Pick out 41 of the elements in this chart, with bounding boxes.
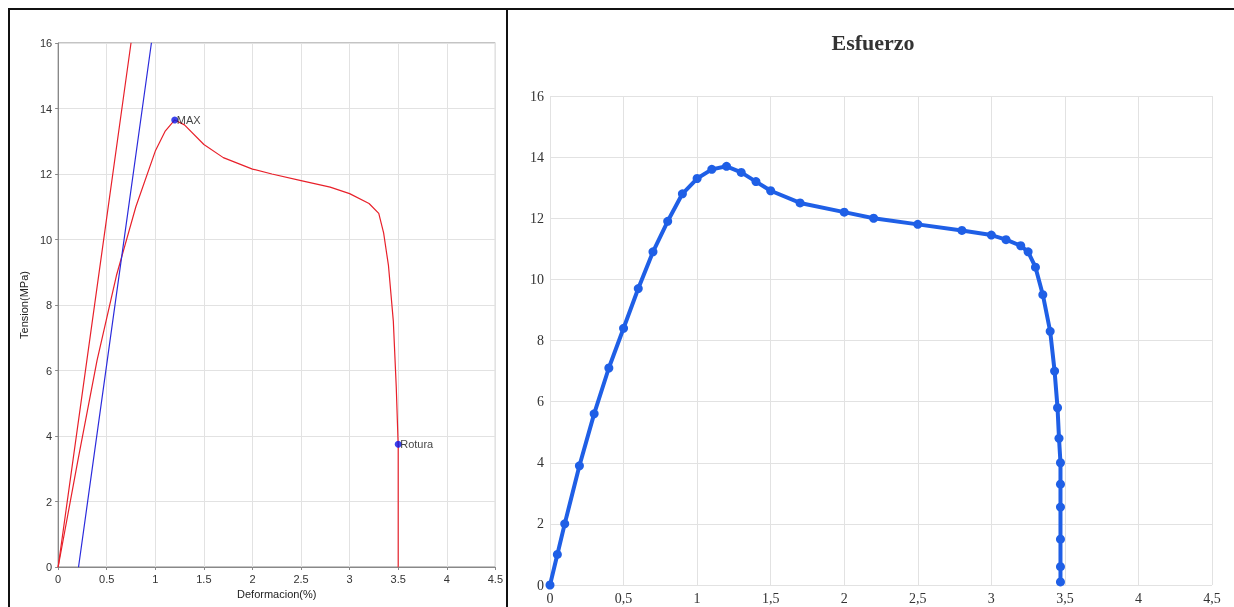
x-tick-label: 4.5 — [487, 572, 503, 585]
y-axis-title: Tension(MPa) — [17, 271, 30, 339]
y-tick-label: 16 — [530, 88, 544, 104]
y-tick-label: 2 — [537, 516, 544, 532]
x-tick-label: 4 — [1134, 590, 1142, 606]
x-tick-label: 4,5 — [1203, 590, 1221, 606]
x-tick-label: 1 — [152, 572, 159, 585]
x-tick-label: 0.5 — [99, 572, 115, 585]
y-tick-label: 14 — [39, 102, 53, 115]
y-tick-label: 16 — [39, 37, 53, 49]
annotation: MAX — [176, 113, 202, 126]
x-tick-label: 1,5 — [761, 590, 780, 606]
chart-title: Esfuerzo — [831, 29, 915, 55]
x-tick-label: 3 — [987, 590, 995, 606]
x-tick-label: 2,5 — [909, 590, 927, 606]
y-tick-label: 6 — [46, 364, 53, 377]
y-tick-label: 2 — [46, 495, 53, 508]
x-tick-label: 3 — [346, 572, 353, 585]
x-axis-title: Deformacion(%) — [237, 588, 317, 601]
x-tick-label: 2.5 — [293, 572, 309, 585]
x-tick-label: 3.5 — [390, 572, 406, 585]
x-tick-label: 2 — [840, 590, 848, 606]
x-tick-label: 0 — [55, 572, 62, 585]
x-tick-label: 3,5 — [1056, 590, 1074, 606]
y-tick-label: 4 — [537, 455, 544, 471]
y-tick-label: 4 — [46, 430, 53, 442]
annotation: Rotura — [400, 438, 435, 451]
y-tick-label: 0 — [46, 561, 53, 573]
x-tick-label: 0,5 — [614, 590, 633, 606]
y-tick-label: 8 — [537, 333, 544, 348]
x-tick-label: 2 — [249, 572, 256, 585]
y-tick-label: 12 — [530, 210, 544, 226]
y-tick-label: 10 — [530, 271, 544, 287]
y-tick-label: 8 — [46, 299, 53, 311]
x-tick-label: 4 — [443, 572, 450, 585]
y-tick-label: 10 — [39, 233, 53, 246]
y-tick-label: 12 — [39, 168, 53, 180]
y-tick-label: 14 — [530, 149, 544, 165]
x-tick-label: 1 — [693, 590, 701, 606]
y-tick-label: 6 — [537, 394, 544, 410]
x-tick-label: 1.5 — [196, 572, 212, 585]
